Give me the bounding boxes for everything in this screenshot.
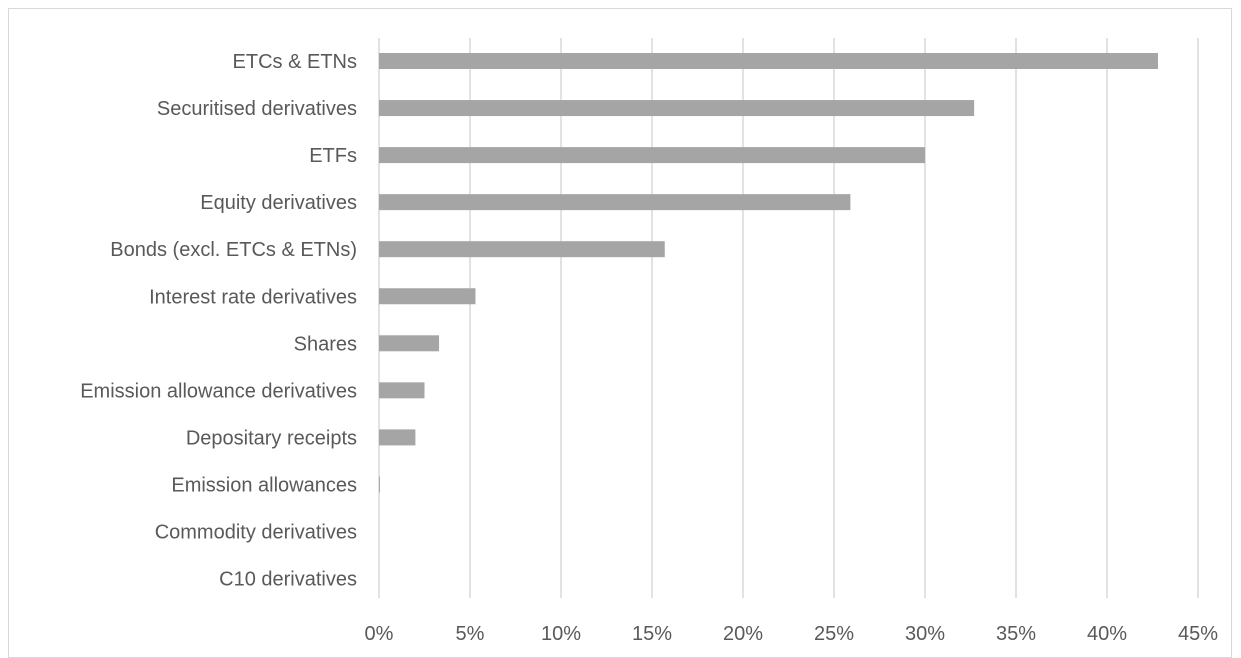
x-axis-tick-labels: 0% 5% 10% 15% 20% 25% 30% 35% 40% 45% (365, 623, 1219, 645)
x-tick-label: 35% (996, 623, 1036, 645)
category-label: Securitised derivatives (157, 98, 357, 120)
category-label: Shares (294, 333, 357, 355)
bars (379, 53, 1158, 493)
x-tick-label: 40% (1087, 623, 1127, 645)
x-tick-label: 15% (632, 623, 672, 645)
category-label: ETCs & ETNs (233, 51, 357, 73)
bar (379, 100, 975, 117)
category-label: Emission allowances (171, 474, 357, 496)
bar (379, 335, 440, 352)
x-tick-label: 45% (1178, 623, 1218, 645)
bar (379, 194, 851, 211)
bar (379, 429, 416, 446)
bar (379, 53, 1158, 69)
category-labels: ETCs & ETNs Securitised derivatives ETFs Eq… (80, 51, 357, 591)
bar (379, 241, 665, 258)
x-tick-label: 25% (814, 623, 854, 645)
category-label: Depositary receipts (186, 427, 357, 449)
category-label: C10 derivatives (219, 569, 357, 591)
x-tick-label: 10% (541, 623, 581, 645)
category-label: Emission allowance derivatives (80, 380, 357, 402)
chart-frame (8, 8, 1232, 658)
x-tick-label: 0% (365, 623, 394, 645)
bar (379, 288, 476, 305)
bar (379, 147, 925, 164)
x-tick-label: 30% (905, 623, 945, 645)
category-label: Bonds (excl. ETCs & ETNs) (110, 239, 357, 261)
bar (379, 476, 380, 493)
x-tick-label: 20% (723, 623, 763, 645)
category-label: Equity derivatives (200, 192, 357, 214)
bar (379, 382, 425, 399)
x-tick-label: 5% (456, 623, 485, 645)
category-label: Commodity derivatives (155, 522, 357, 544)
category-label: ETFs (309, 145, 357, 167)
category-label: Interest rate derivatives (149, 286, 357, 308)
gridlines (378, 38, 1199, 598)
